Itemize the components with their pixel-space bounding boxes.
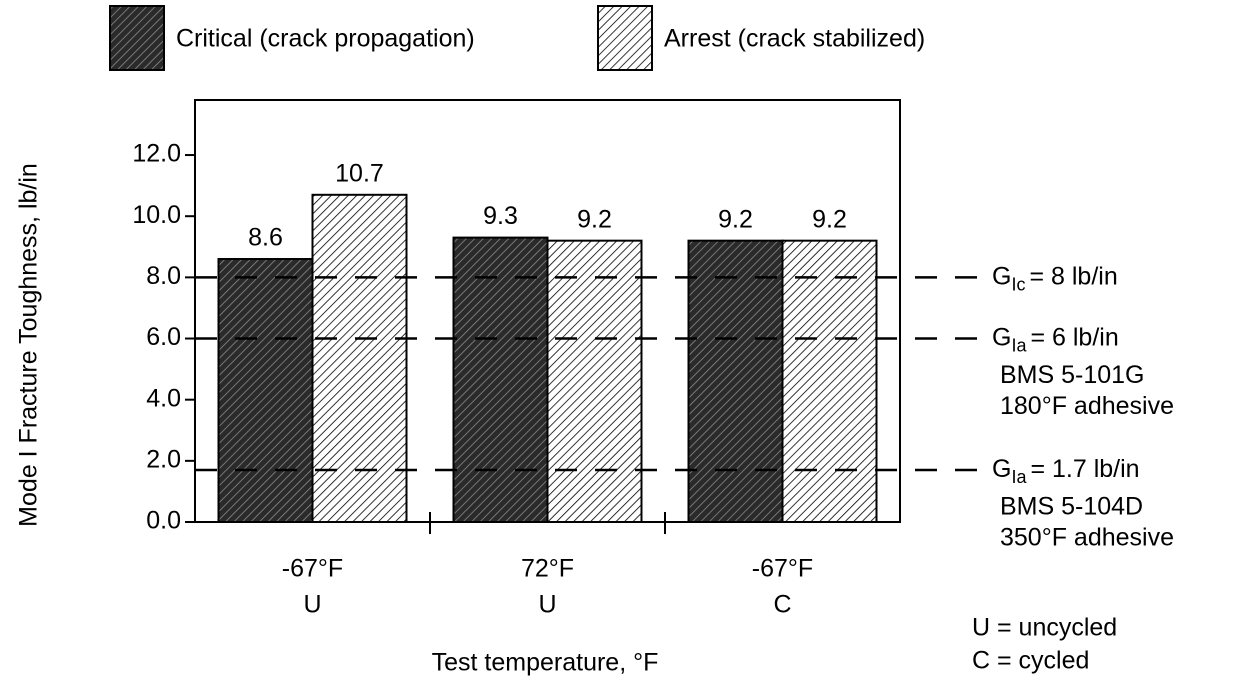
value-label: 8.6 — [248, 224, 283, 252]
y-tick-label: 0.0 — [146, 507, 181, 535]
legend-swatch — [597, 5, 653, 71]
value-label: 9.2 — [812, 205, 847, 233]
reference-text: = 8 lb/in — [1029, 262, 1117, 290]
x-tick-label: -67°F — [752, 555, 813, 583]
value-label: 9.3 — [483, 202, 518, 230]
bar — [781, 239, 878, 524]
legend-label: Critical (crack propagation) — [176, 25, 475, 53]
bar — [687, 239, 784, 524]
reference-subscript: Ia — [1011, 335, 1027, 355]
footnote: C = cycled — [972, 647, 1089, 675]
value-label: 9.2 — [718, 205, 753, 233]
x-axis-label: Test temperature, °F — [432, 649, 659, 677]
reference-label: GIa = 6 lb/in — [992, 323, 1119, 355]
reference-text: = 6 lb/in — [1030, 323, 1118, 351]
reference-note: BMS 5-104D — [1000, 493, 1143, 521]
value-label: 10.7 — [335, 159, 384, 187]
reference-symbol: G — [992, 262, 1011, 290]
reference-label: GIc = 8 lb/in — [992, 262, 1118, 294]
bar — [546, 239, 643, 524]
y-tick-label: 4.0 — [146, 384, 181, 412]
x-subcategory-label: U — [303, 591, 321, 619]
y-tick-label: 12.0 — [132, 140, 181, 168]
bar — [311, 193, 408, 524]
reference-symbol: G — [992, 323, 1011, 351]
reference-symbol: G — [992, 455, 1011, 483]
plot-frame — [194, 99, 901, 523]
reference-text: = 1.7 lb/in — [1030, 455, 1139, 483]
y-tick-label: 2.0 — [146, 445, 181, 473]
y-tick-label: 6.0 — [146, 323, 181, 351]
reference-label: GIa = 1.7 lb/in — [992, 455, 1140, 487]
reference-subscript: Ic — [1011, 274, 1025, 294]
x-tick-label: -67°F — [282, 555, 343, 583]
legend-swatch — [109, 5, 165, 71]
value-label: 9.2 — [577, 205, 612, 233]
x-subcategory-label: C — [773, 591, 791, 619]
y-axis-label: Mode I Fracture Toughness, lb/in — [15, 163, 43, 527]
bar — [217, 258, 314, 523]
footnote: U = uncycled — [972, 614, 1117, 642]
y-tick-label: 8.0 — [146, 262, 181, 290]
reference-subscript: Ia — [1011, 467, 1027, 487]
x-tick-label: 72°F — [521, 555, 574, 583]
bar — [452, 236, 549, 523]
y-tick-label: 10.0 — [132, 201, 181, 229]
x-subcategory-label: U — [538, 591, 556, 619]
reference-note: 180°F adhesive — [1000, 392, 1174, 420]
reference-note: 350°F adhesive — [1000, 524, 1174, 552]
legend-label: Arrest (crack stabilized) — [664, 25, 925, 53]
reference-note: BMS 5-101G — [1000, 361, 1145, 389]
